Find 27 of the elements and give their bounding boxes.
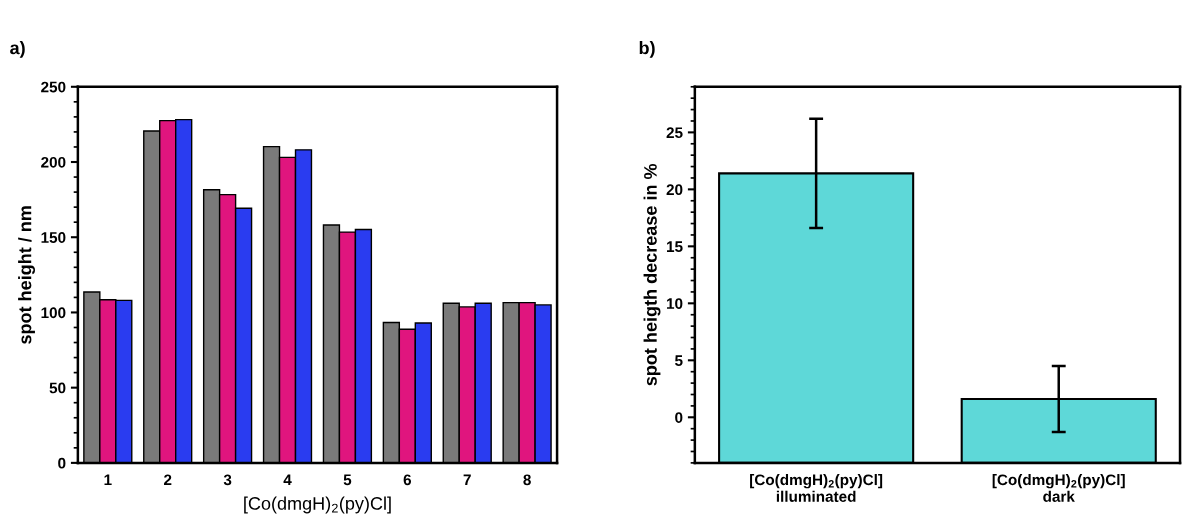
y-tick-label: 200 xyxy=(41,156,66,168)
y-tick-label: 10 xyxy=(667,298,683,310)
y-tick-label: 100 xyxy=(41,307,66,319)
text: b) xyxy=(639,41,655,58)
y-tick-label: 15 xyxy=(667,241,683,253)
x-tick-label: 7 xyxy=(463,474,471,486)
x-tick-label: 6 xyxy=(403,474,412,486)
x-tick-label: [Co(dmgH)$_{2}$(py)Cl] dark xyxy=(992,473,1125,502)
y-tick-label: 250 xyxy=(41,81,66,93)
y-tick-label: 50 xyxy=(49,382,66,394)
y-tick-label: 150 xyxy=(41,232,66,243)
y-axis-title: spot height / nm xyxy=(18,206,36,344)
y-axis-title: spot heigth decrease in % xyxy=(643,163,661,386)
x-tick-label: 5 xyxy=(343,474,352,486)
y-tick-label: 25 xyxy=(666,127,683,139)
x-tick-label: 4 xyxy=(283,474,292,486)
x-tick-label: 8 xyxy=(523,474,531,486)
y-tick-label: 0 xyxy=(675,412,683,423)
x-tick-label: 3 xyxy=(223,474,232,486)
y-tick-label: 20 xyxy=(666,184,683,196)
x-tick-label: [Co(dmgH)$_{2}$(py)Cl] illuminated xyxy=(750,473,883,502)
text: a) xyxy=(10,41,25,58)
x-tick-label: 1 xyxy=(104,474,112,486)
x-tick-label: 2 xyxy=(164,474,172,486)
y-tick-label: 5 xyxy=(675,355,683,366)
y-tick-label: 0 xyxy=(58,457,66,469)
x-axis-title: [Co(dmgH)$_{2}$(py)Cl] xyxy=(244,496,391,514)
